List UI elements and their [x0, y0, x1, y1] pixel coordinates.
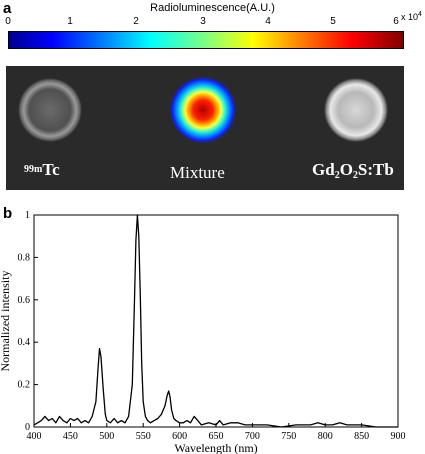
y-tick-label: 0.4 — [18, 337, 31, 348]
label-gd-sub: 2 — [352, 170, 358, 181]
panel-b-label: b — [3, 205, 13, 222]
radioluminescence-image-svg — [18, 77, 388, 143]
colorbar-gradient — [8, 31, 404, 49]
label-gd-sub: 2 — [334, 170, 340, 181]
label-gd-part: O — [339, 160, 353, 179]
gd-pad — [324, 78, 388, 142]
label-mixture: Mixture — [170, 163, 225, 182]
y-tick-label: 1 — [25, 210, 30, 221]
colorbar-tick: 1 — [67, 16, 73, 27]
x-tick-label: 900 — [391, 431, 406, 442]
label-tc: 99mTc — [24, 160, 60, 180]
colorbar-tick: 4 — [265, 16, 271, 27]
x-tick-label: 750 — [281, 431, 296, 442]
plot-frame — [33, 214, 399, 428]
x-tick-label: 550 — [136, 431, 151, 442]
y-tick-label: 0.8 — [18, 252, 31, 263]
spectrum-chart: 400 450 500 550 600 650 700 750 800 850 900 0 0.2 0.4… — [0, 210, 406, 454]
label-tc-mass: 99m — [24, 164, 43, 175]
colorbar-exponent-base: x 10 — [401, 12, 419, 22]
series-line — [33, 214, 398, 428]
panel-a-label: a — [3, 0, 12, 17]
label-gd-part: S:Tb — [357, 160, 394, 179]
y-tick-label: 0.2 — [18, 380, 31, 391]
y-axis-label: Normalized intensity — [0, 271, 12, 372]
label-gd2o2s-tb: Gd2O2S:Tb — [312, 160, 394, 181]
x-tick-label: 450 — [63, 431, 78, 442]
colorbar-exponent: x 104 — [401, 11, 422, 22]
radioluminescence-image — [6, 66, 404, 190]
colorbar-tick: 6 — [393, 16, 399, 27]
x-axis-label: Wavelength (nm) — [174, 441, 257, 454]
y-tick-label: 0 — [25, 422, 30, 433]
y-tick-label: 0.6 — [18, 295, 31, 306]
colorbar-tick: 3 — [200, 16, 206, 27]
x-tick-label: 500 — [99, 431, 114, 442]
label-gd-part: Gd — [312, 160, 335, 179]
tc-pad — [18, 78, 82, 142]
colorbar-exponent-power: 4 — [418, 11, 422, 18]
x-tick-label: 800 — [318, 431, 333, 442]
colorbar-tick: 5 — [330, 16, 336, 27]
x-tick-label: 400 — [27, 431, 42, 442]
plot-area: 400 450 500 550 600 650 700 750 800 850 900 0 0.2 0.4… — [18, 210, 406, 442]
mixture-pad — [170, 77, 236, 143]
x-tick-label: 600 — [172, 431, 187, 442]
label-tc-symbol: Tc — [42, 160, 60, 179]
x-tick-label: 850 — [354, 431, 369, 442]
x-tick-label: 650 — [209, 431, 224, 442]
colorbar-tick: 0 — [5, 16, 11, 27]
colorbar-tick: 2 — [133, 16, 139, 27]
x-tick-label: 700 — [245, 431, 260, 442]
colorbar-title: Radioluminescence(A.U.) — [150, 2, 275, 14]
